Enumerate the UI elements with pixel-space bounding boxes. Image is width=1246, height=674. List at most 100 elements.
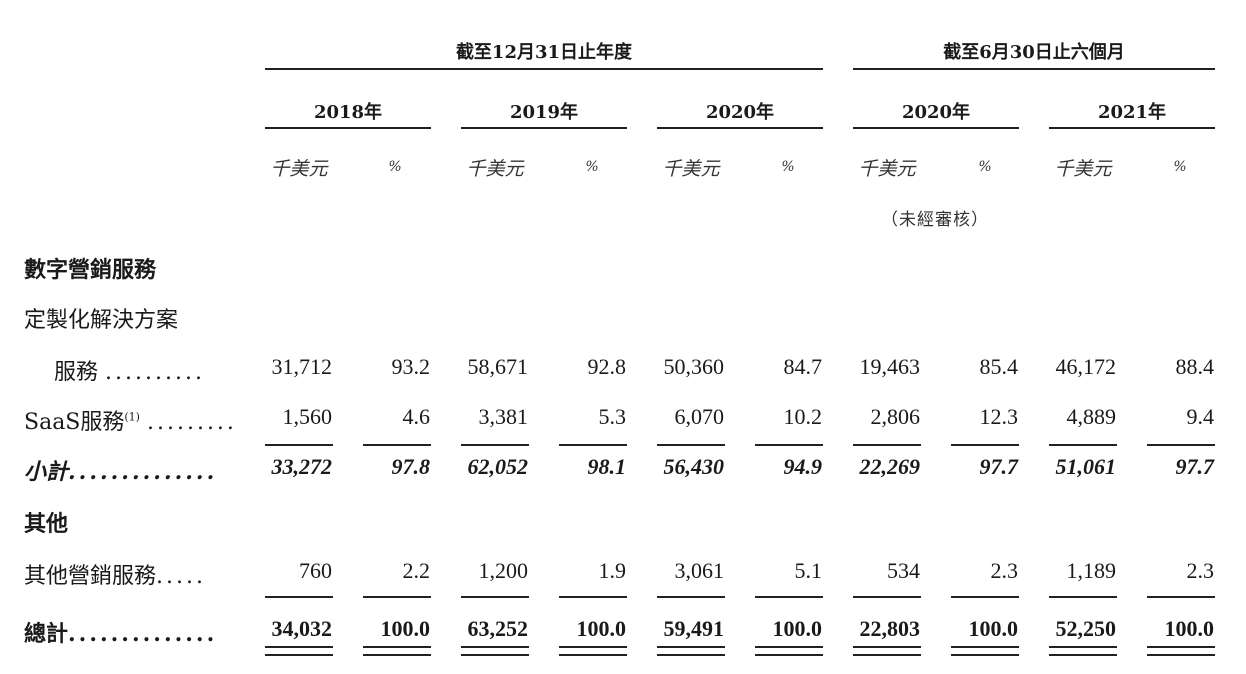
cell-services-2018-amount: 31,712	[271, 354, 333, 379]
rule-above-total-2019-pct	[559, 596, 627, 598]
rule-above-total-2021h-amount	[1049, 596, 1117, 598]
cell-saas-2020fy-pct: 10.2	[783, 404, 823, 429]
double-rule-total-2020h-amount	[853, 646, 921, 656]
rule-above-subtotal-2021h-pct	[1147, 444, 1215, 446]
unit-amount-2020-6m: 千美元	[858, 158, 916, 180]
cell-saas-2020h-amount: 2,806	[870, 404, 921, 429]
cell-other-2018-pct: 2.2	[402, 558, 431, 583]
unit-pct-2020-fy: %	[781, 159, 795, 175]
cell-subtotal-2019-pct: 98.1	[587, 454, 627, 479]
header-group-six-months: 截至6月30日止六個月	[943, 42, 1125, 63]
cell-total-2021h-pct: 100.0	[1164, 616, 1215, 641]
cell-other-2018-amount: 760	[299, 558, 332, 583]
rule-above-total-2018-amount	[265, 596, 333, 598]
cell-total-2019-pct: 100.0	[576, 616, 627, 641]
year-header-2020-6m: 2020年	[901, 102, 971, 123]
cell-saas-2018-pct: 4.6	[402, 404, 431, 429]
year-header-2021-6m: 2021年	[1097, 102, 1167, 123]
cell-saas-2021h-amount: 4,889	[1066, 404, 1117, 429]
row-label-total: 總計..............	[24, 621, 218, 647]
cell-services-2020h-amount: 19,463	[859, 354, 921, 379]
double-rule-total-2021h-amount	[1049, 646, 1117, 656]
section-digital-marketing: 數字營銷服務	[24, 257, 157, 283]
double-rule-total-2021h-pct	[1147, 646, 1215, 656]
header-rule-six-months	[853, 68, 1215, 70]
cell-saas-2021h-pct: 9.4	[1186, 404, 1215, 429]
cell-other-2019-amount: 1,200	[478, 558, 529, 583]
cell-subtotal-2020fy-pct: 94.9	[783, 454, 823, 479]
cell-subtotal-2020h-pct: 97.7	[979, 454, 1019, 479]
unit-amount-2018: 千美元	[270, 158, 328, 180]
cell-total-2021h-amount: 52,250	[1055, 616, 1117, 641]
cell-services-2021h-pct: 88.4	[1175, 354, 1215, 379]
unit-pct-2018: %	[388, 159, 402, 175]
double-rule-total-2018-amount	[265, 646, 333, 656]
unit-amount-2021-6m: 千美元	[1054, 158, 1112, 180]
cell-other-2020fy-pct: 5.1	[794, 558, 823, 583]
section-other: 其他	[24, 511, 69, 537]
cell-services-2019-amount: 58,671	[467, 354, 529, 379]
cell-subtotal-2018-pct: 97.8	[391, 454, 431, 479]
rule-above-subtotal-2021h-amount	[1049, 444, 1117, 446]
rule-above-subtotal-2018-pct	[363, 444, 431, 446]
rule-above-subtotal-2020fy-pct	[755, 444, 823, 446]
cell-services-2020fy-amount: 50,360	[663, 354, 725, 379]
rule-above-subtotal-2018-amount	[265, 444, 333, 446]
rule-above-total-2020h-pct	[951, 596, 1019, 598]
cell-saas-2020fy-amount: 6,070	[674, 404, 725, 429]
cell-other-2020h-amount: 534	[887, 558, 920, 583]
double-rule-total-2019-pct	[559, 646, 627, 656]
year-rule-2018	[265, 127, 431, 129]
header-group-fiscal-year: 截至12月31日止年度	[455, 42, 633, 63]
year-header-2019: 2019年	[509, 102, 579, 123]
year-header-2020-fy: 2020年	[705, 102, 775, 123]
cell-subtotal-2021h-pct: 97.7	[1175, 454, 1215, 479]
cell-other-2021h-amount: 1,189	[1066, 558, 1117, 583]
cell-other-2021h-pct: 2.3	[1186, 558, 1215, 583]
row-label-subtotal: 小計..............	[24, 459, 218, 485]
unit-pct-2021-6m: %	[1173, 159, 1187, 175]
header-rule-fiscal-year	[265, 68, 823, 70]
cell-subtotal-2018-amount: 33,272	[271, 454, 333, 479]
double-rule-total-2020fy-pct	[755, 646, 823, 656]
row-label-services: 服務 ..........	[54, 360, 205, 385]
cell-total-2020fy-pct: 100.0	[772, 616, 823, 641]
unit-amount-2020-fy: 千美元	[662, 158, 720, 180]
cell-total-2020fy-amount: 59,491	[663, 616, 725, 641]
cell-total-2018-amount: 34,032	[271, 616, 333, 641]
rule-above-subtotal-2019-amount	[461, 444, 529, 446]
rule-above-total-2020h-amount	[853, 596, 921, 598]
double-rule-total-2020h-pct	[951, 646, 1019, 656]
cell-subtotal-2020h-amount: 22,269	[859, 454, 921, 479]
year-rule-2019	[461, 127, 627, 129]
cell-other-2019-pct: 1.9	[598, 558, 627, 583]
cell-saas-2019-pct: 5.3	[598, 404, 627, 429]
rule-above-total-2018-pct	[363, 596, 431, 598]
double-rule-total-2020fy-amount	[657, 646, 725, 656]
unit-pct-2019: %	[585, 159, 599, 175]
double-rule-total-2018-pct	[363, 646, 431, 656]
cell-other-2020fy-amount: 3,061	[674, 558, 725, 583]
cell-services-2018-pct: 93.2	[391, 354, 431, 379]
cell-subtotal-2019-amount: 62,052	[467, 454, 529, 479]
rule-above-subtotal-2019-pct	[559, 444, 627, 446]
cell-services-2020h-pct: 85.4	[979, 354, 1019, 379]
section-custom-solutions: 定製化解決方案	[24, 308, 179, 333]
rule-above-subtotal-2020h-pct	[951, 444, 1019, 446]
cell-total-2019-amount: 63,252	[467, 616, 529, 641]
year-rule-2021-6m	[1049, 127, 1215, 129]
cell-services-2021h-amount: 46,172	[1055, 354, 1117, 379]
year-rule-2020-6m	[853, 127, 1019, 129]
cell-services-2020fy-pct: 84.7	[783, 354, 823, 379]
cell-saas-2018-amount: 1,560	[282, 404, 333, 429]
cell-subtotal-2021h-amount: 51,061	[1055, 454, 1117, 479]
rule-above-subtotal-2020h-amount	[853, 444, 921, 446]
cell-other-2020h-pct: 2.3	[990, 558, 1019, 583]
rule-above-total-2020fy-pct	[755, 596, 823, 598]
row-label-other-marketing: 其他營銷服務.....	[24, 564, 206, 589]
cell-subtotal-2020fy-amount: 56,430	[663, 454, 725, 479]
cell-total-2020h-pct: 100.0	[968, 616, 1019, 641]
rule-above-total-2020fy-amount	[657, 596, 725, 598]
year-header-2018: 2018年	[313, 102, 383, 123]
cell-total-2018-pct: 100.0	[380, 616, 431, 641]
